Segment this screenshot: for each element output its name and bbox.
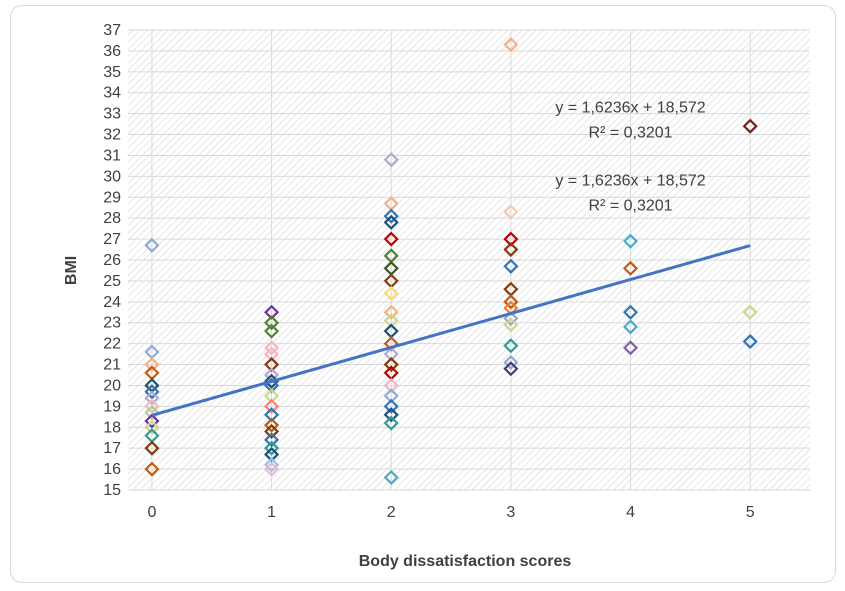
data-point: [264, 457, 280, 473]
y-tick-label: 17: [103, 440, 121, 457]
data-point: [383, 285, 399, 302]
y-tick-label: 18: [103, 419, 121, 436]
data-point: [144, 413, 160, 429]
data-point: [503, 204, 519, 220]
data-point: [503, 317, 519, 333]
data-point: [383, 152, 399, 168]
y-tick-label: 35: [103, 64, 121, 81]
x-tick-label: 3: [506, 504, 515, 521]
y-tick-label: 29: [103, 189, 121, 206]
y-tick-label: 15: [103, 482, 121, 499]
y-tick-label: 36: [103, 43, 121, 60]
y-tick-label: 16: [103, 461, 121, 478]
data-point: [503, 310, 519, 327]
data-point: [264, 461, 280, 477]
x-tick-label: 1: [267, 504, 276, 521]
trendline-label: y = 1,6236x + 18,572: [555, 173, 705, 190]
data-point: [503, 37, 519, 53]
data-point: [622, 260, 639, 276]
data-point: [264, 417, 280, 433]
data-point: [742, 118, 758, 134]
data-point: [144, 356, 160, 373]
trendline: [151, 244, 751, 417]
y-tick-label: 19: [103, 398, 121, 415]
data-point: [264, 398, 280, 414]
data-point: [144, 440, 160, 456]
x-tick-label: 5: [746, 504, 755, 521]
y-tick-label: 26: [103, 252, 121, 269]
data-point: [144, 237, 160, 253]
y-tick-label: 23: [103, 315, 121, 332]
data-point: [383, 407, 399, 423]
data-point: [383, 356, 399, 373]
data-point: [144, 461, 160, 477]
data-points: [144, 37, 758, 486]
data-point: [144, 384, 160, 400]
data-point: [383, 398, 399, 414]
data-point: [383, 304, 399, 320]
data-point: [742, 333, 758, 350]
data-point: [503, 338, 519, 354]
axis-ticks: 1516171819202122232425262728293031323334…: [103, 22, 755, 521]
x-tick-label: 4: [626, 504, 635, 521]
data-point: [503, 361, 519, 377]
trendline-label: R² = 0,3201: [588, 198, 672, 215]
y-tick-label: 37: [103, 22, 121, 39]
data-point: [264, 440, 280, 456]
data-point: [622, 340, 639, 356]
data-point: [383, 214, 399, 230]
y-tick-label: 34: [103, 85, 121, 102]
data-point: [144, 405, 160, 421]
y-tick-label: 28: [103, 210, 121, 227]
data-point: [144, 390, 160, 406]
y-tick-label: 20: [103, 377, 121, 394]
data-point: [622, 304, 639, 320]
data-point: [383, 231, 399, 247]
data-point: [622, 233, 639, 249]
x-tick-label: 0: [147, 504, 156, 521]
data-point: [383, 415, 399, 431]
gridlines: [128, 29, 810, 491]
y-tick-label: 30: [103, 168, 121, 185]
trendline-label: y = 1,6236x + 18,572: [555, 99, 705, 116]
data-point: [383, 208, 399, 224]
data-point: [503, 258, 519, 274]
data-point: [503, 294, 519, 310]
x-tick-label: 2: [387, 504, 396, 521]
data-point: [264, 315, 280, 331]
data-point: [264, 423, 280, 440]
y-tick-label: 24: [103, 294, 121, 311]
data-point: [622, 319, 639, 335]
annotations: y = 1,6236x + 18,572 R² = 0,3201 y = 1,623…: [555, 99, 705, 214]
data-point: [264, 340, 280, 356]
y-tick-label: 27: [103, 231, 121, 248]
data-point: [383, 469, 399, 486]
data-point: [144, 398, 160, 414]
data-point: [264, 432, 280, 448]
y-tick-label: 33: [103, 106, 121, 123]
y-tick-label: 25: [103, 273, 121, 290]
trendline-label: R² = 0,3201: [588, 124, 672, 141]
y-tick-label: 22: [103, 336, 121, 353]
data-point: [503, 354, 519, 371]
x-axis-title: Body dissatisfaction scores: [359, 553, 572, 570]
y-axis-title: BMI: [63, 256, 80, 285]
y-tick-label: 31: [103, 147, 121, 164]
data-point: [144, 419, 160, 435]
y-tick-label: 32: [103, 127, 121, 144]
data-point: [742, 304, 758, 320]
y-tick-label: 21: [103, 357, 121, 374]
data-point: [503, 241, 519, 258]
data-point: [264, 323, 280, 339]
